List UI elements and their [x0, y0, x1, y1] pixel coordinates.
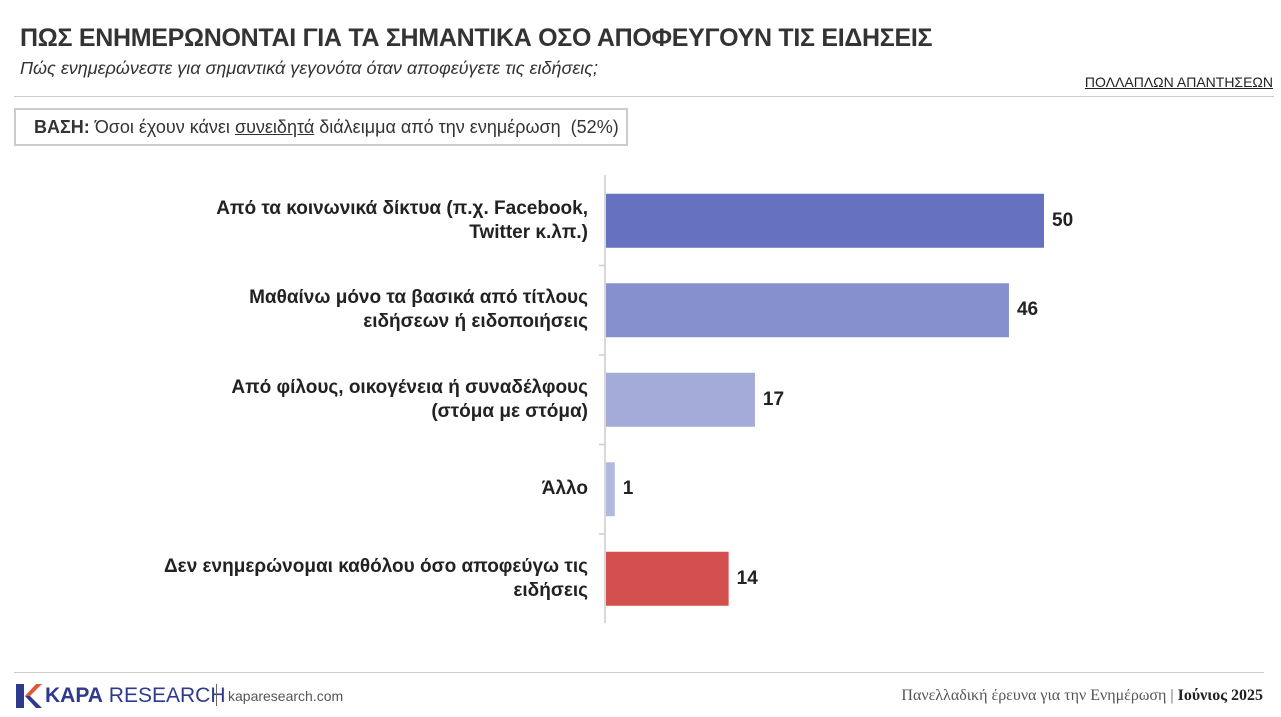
base-text: Όσοι έχουν κάνει	[94, 117, 230, 137]
category-label: Από φίλους, οικογένεια ή συναδέλφους (στ…	[231, 376, 588, 422]
value-label: 50	[1052, 209, 1074, 231]
date: Ιούνιος 2025	[1177, 687, 1263, 704]
category-label: Δεν ενημερώνομαι καθόλου όσο αποφεύγω τι…	[164, 555, 588, 601]
base-share: (52%)	[570, 117, 619, 137]
bar	[606, 372, 755, 427]
value-label: 46	[1016, 299, 1039, 321]
survey: Πανελλαδική έρευνα για την Ενημέρωση	[901, 687, 1167, 704]
divider	[14, 96, 1274, 97]
divider	[14, 672, 1264, 673]
value-label: 17	[762, 388, 785, 410]
separator	[216, 684, 217, 706]
category-label: Μαθαίνω μόνο τα βασικά από τίτλους ειδήσ…	[249, 287, 588, 333]
brand: KAPA RESEARCH	[45, 684, 226, 708]
value-label: 14	[736, 567, 758, 589]
value-label: 1	[622, 478, 634, 500]
title: ΠΩΣ ΕΝΗΜΕΡΩΝΟΝΤΑΙ ΓΙΑ ΤΑ ΣΗΜΑΝΤΙΚΑ ΟΣΟ Α…	[20, 24, 933, 52]
note: ΠΟΛΛΑΠΛΩΝ ΑΠΑΝΤΗΣΕΩΝ	[1084, 74, 1273, 90]
brand-bold: KAPA	[45, 684, 103, 707]
bar	[606, 193, 1044, 248]
logo-icon	[16, 684, 42, 708]
category-label: Άλλο	[541, 478, 588, 500]
base-emphasis: συνειδητά	[234, 117, 315, 137]
base-text: διάλειμμα από την ενημέρωση	[319, 117, 561, 137]
subtitle: Πώς ενημερώνεστε για σημαντικά γεγονότα …	[20, 58, 598, 78]
category-label: Από τα κοινωνικά δίκτυα (π.χ. Facebook, …	[216, 197, 588, 243]
site: kaparesearch.com	[228, 688, 344, 704]
bar	[606, 462, 615, 517]
base-box: ΒΑΣΗ: Όσοι έχουν κάνει συνειδητά διάλειμ…	[14, 108, 628, 146]
footer-text: Πανελλαδική έρευνα για την Ενημέρωση | Ι…	[901, 687, 1263, 704]
base-label: ΒΑΣΗ:	[34, 117, 90, 137]
brand-name: RESEARCH	[108, 684, 226, 707]
bar	[606, 283, 1009, 338]
bar	[606, 551, 729, 606]
